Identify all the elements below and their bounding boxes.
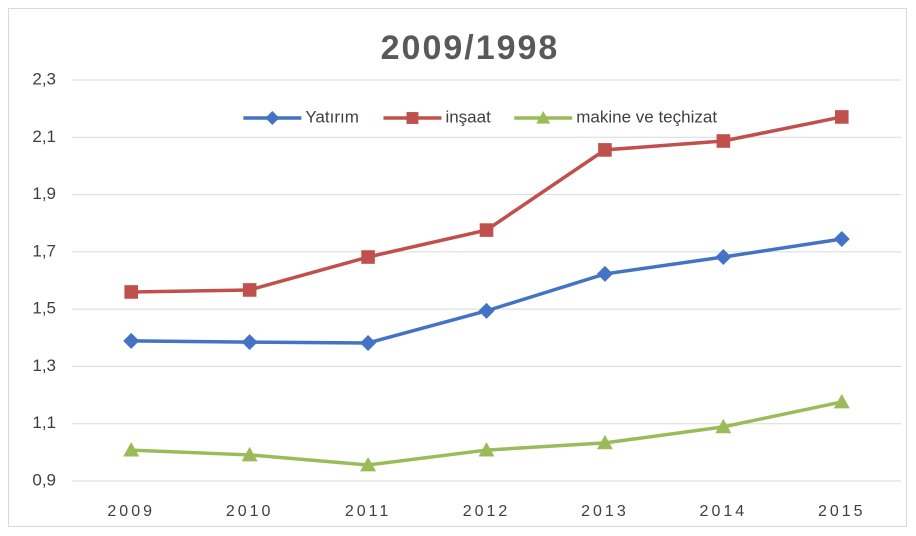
- data-point: [124, 285, 139, 299]
- chart-title: 2009/1998: [381, 29, 560, 67]
- x-tick-label: 2013: [581, 503, 629, 520]
- data-point: [479, 223, 494, 237]
- data-point: [241, 446, 258, 462]
- x-tick-label: 2011: [345, 503, 391, 520]
- data-point: [596, 434, 613, 450]
- data-point: [123, 332, 140, 349]
- data-point: [833, 393, 850, 409]
- data-point: [833, 230, 850, 247]
- data-point: [478, 442, 495, 457]
- legend-marker: [265, 111, 280, 125]
- data-point: [716, 134, 731, 148]
- data-point: [596, 265, 613, 282]
- x-tick-label: 2015: [818, 503, 866, 520]
- data-point: [360, 334, 377, 351]
- y-tick-label: 1,3: [32, 356, 56, 375]
- x-tick-label: 2009: [107, 503, 155, 520]
- legend-label: inşaat: [445, 107, 491, 126]
- y-tick-label: 0,9: [32, 470, 56, 489]
- x-tick-label: 2014: [700, 503, 748, 520]
- data-point: [361, 250, 375, 264]
- data-point: [241, 334, 258, 351]
- y-tick-label: 1,7: [32, 241, 56, 260]
- data-point: [715, 418, 732, 434]
- y-tick-label: 2,1: [32, 127, 56, 146]
- x-tick-label: 2012: [463, 503, 511, 520]
- legend-marker: [406, 112, 419, 124]
- legend-marker: [536, 111, 551, 124]
- chart-frame: [8, 8, 907, 527]
- data-point: [242, 283, 257, 297]
- data-point: [360, 456, 377, 472]
- data-point: [715, 249, 732, 266]
- y-tick-label: 1,9: [32, 184, 56, 203]
- legend-label: makine ve teçhizat: [576, 107, 717, 126]
- data-point: [123, 442, 140, 457]
- legend-label: Yatırım: [305, 107, 359, 126]
- y-tick-label: 1,1: [32, 413, 56, 432]
- x-tick-label: 2010: [226, 503, 274, 520]
- data-point: [834, 110, 849, 124]
- y-tick-label: 1,5: [32, 299, 56, 318]
- y-tick-label: 2,3: [32, 69, 56, 88]
- data-point: [478, 302, 495, 319]
- data-point: [598, 143, 612, 157]
